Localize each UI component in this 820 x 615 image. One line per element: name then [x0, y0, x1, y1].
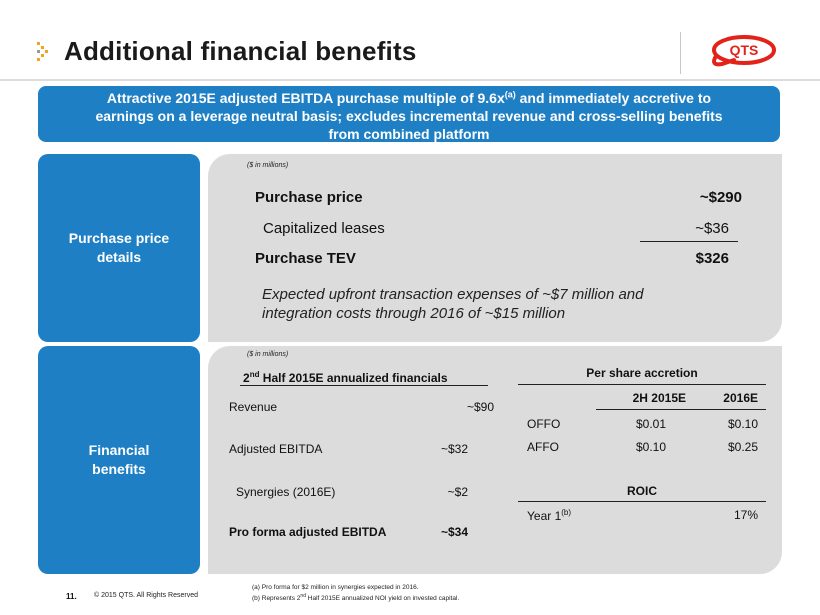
- column-header-rule: [596, 409, 766, 410]
- purchase-price-panel: [208, 154, 782, 342]
- accretion-row-value: $0.25: [727, 440, 758, 454]
- footnote-a: (a) Pro forma for $2 million in synergie…: [252, 584, 419, 591]
- units-note: ($ in millions): [247, 162, 289, 169]
- table-row-value: ~$2: [447, 485, 468, 499]
- accretion-row-value: $0.10: [727, 417, 758, 431]
- key-message-banner: Attractive 2015E adjusted EBITDA purchas…: [38, 86, 780, 142]
- purchase-tev-value: $326: [695, 250, 729, 267]
- accretion-row-label: AFFO: [527, 440, 559, 454]
- table-row-value: ~$90: [466, 400, 494, 414]
- header-rule: [0, 79, 820, 81]
- purchase-tev-label: Purchase TEV: [255, 250, 356, 267]
- table-row-value: ~$32: [440, 442, 468, 456]
- table-row-label: Revenue: [229, 400, 278, 414]
- footnote-b: (b) Represents 2nd Half 2015E annualized…: [252, 593, 460, 603]
- table-row-label: Adjusted EBITDA: [229, 442, 323, 456]
- accretion-row-value: $0.01: [635, 417, 666, 431]
- capitalized-leases-label: Capitalized leases: [263, 220, 385, 237]
- page-number: 11.: [66, 592, 77, 601]
- roic-row-label: Year 1(b): [527, 508, 572, 523]
- col-2h-2015e-header: 2H 2015E: [632, 391, 686, 405]
- table-row-label: Synergies (2016E): [236, 485, 336, 499]
- col-2016e-header: 2016E: [723, 391, 758, 405]
- purchase-price-value: ~$290: [699, 189, 742, 206]
- financial-benefits-section-label: Financial benefits: [38, 346, 200, 574]
- per-share-accretion-header: Per share accretion: [586, 366, 698, 380]
- table-header-rule: [240, 385, 488, 386]
- purchase-price-label: Purchase price: [255, 189, 363, 206]
- capitalized-leases-value: ~$36: [695, 220, 729, 237]
- subtotal-rule: [640, 241, 738, 242]
- accretion-row-value: $0.10: [635, 440, 666, 454]
- roic-header: ROIC: [627, 484, 657, 498]
- qts-logo: QTS: [712, 35, 776, 67]
- svg-text:QTS: QTS: [730, 42, 759, 58]
- transaction-expenses-note: Expected upfront transaction expenses of…: [262, 286, 644, 322]
- units-note: ($ in millions): [247, 351, 289, 358]
- table-row-value: ~$34: [440, 525, 468, 539]
- roic-row-value: 17%: [733, 508, 758, 522]
- table-row-label: Pro forma adjusted EBITDA: [229, 525, 387, 539]
- purchase-price-section-label: Purchase price details: [38, 154, 200, 342]
- page-title: Additional financial benefits: [64, 36, 417, 66]
- accretion-header-rule: [518, 384, 766, 385]
- roic-header-rule: [518, 501, 766, 502]
- annualized-financials-header: 2nd Half 2015E annualized financials: [243, 370, 448, 385]
- copyright-text: © 2015 QTS. All Rights Reserved: [94, 592, 198, 599]
- chevron-bullet-icon: [37, 42, 48, 61]
- header-divider: [680, 32, 681, 74]
- accretion-row-label: OFFO: [527, 417, 561, 431]
